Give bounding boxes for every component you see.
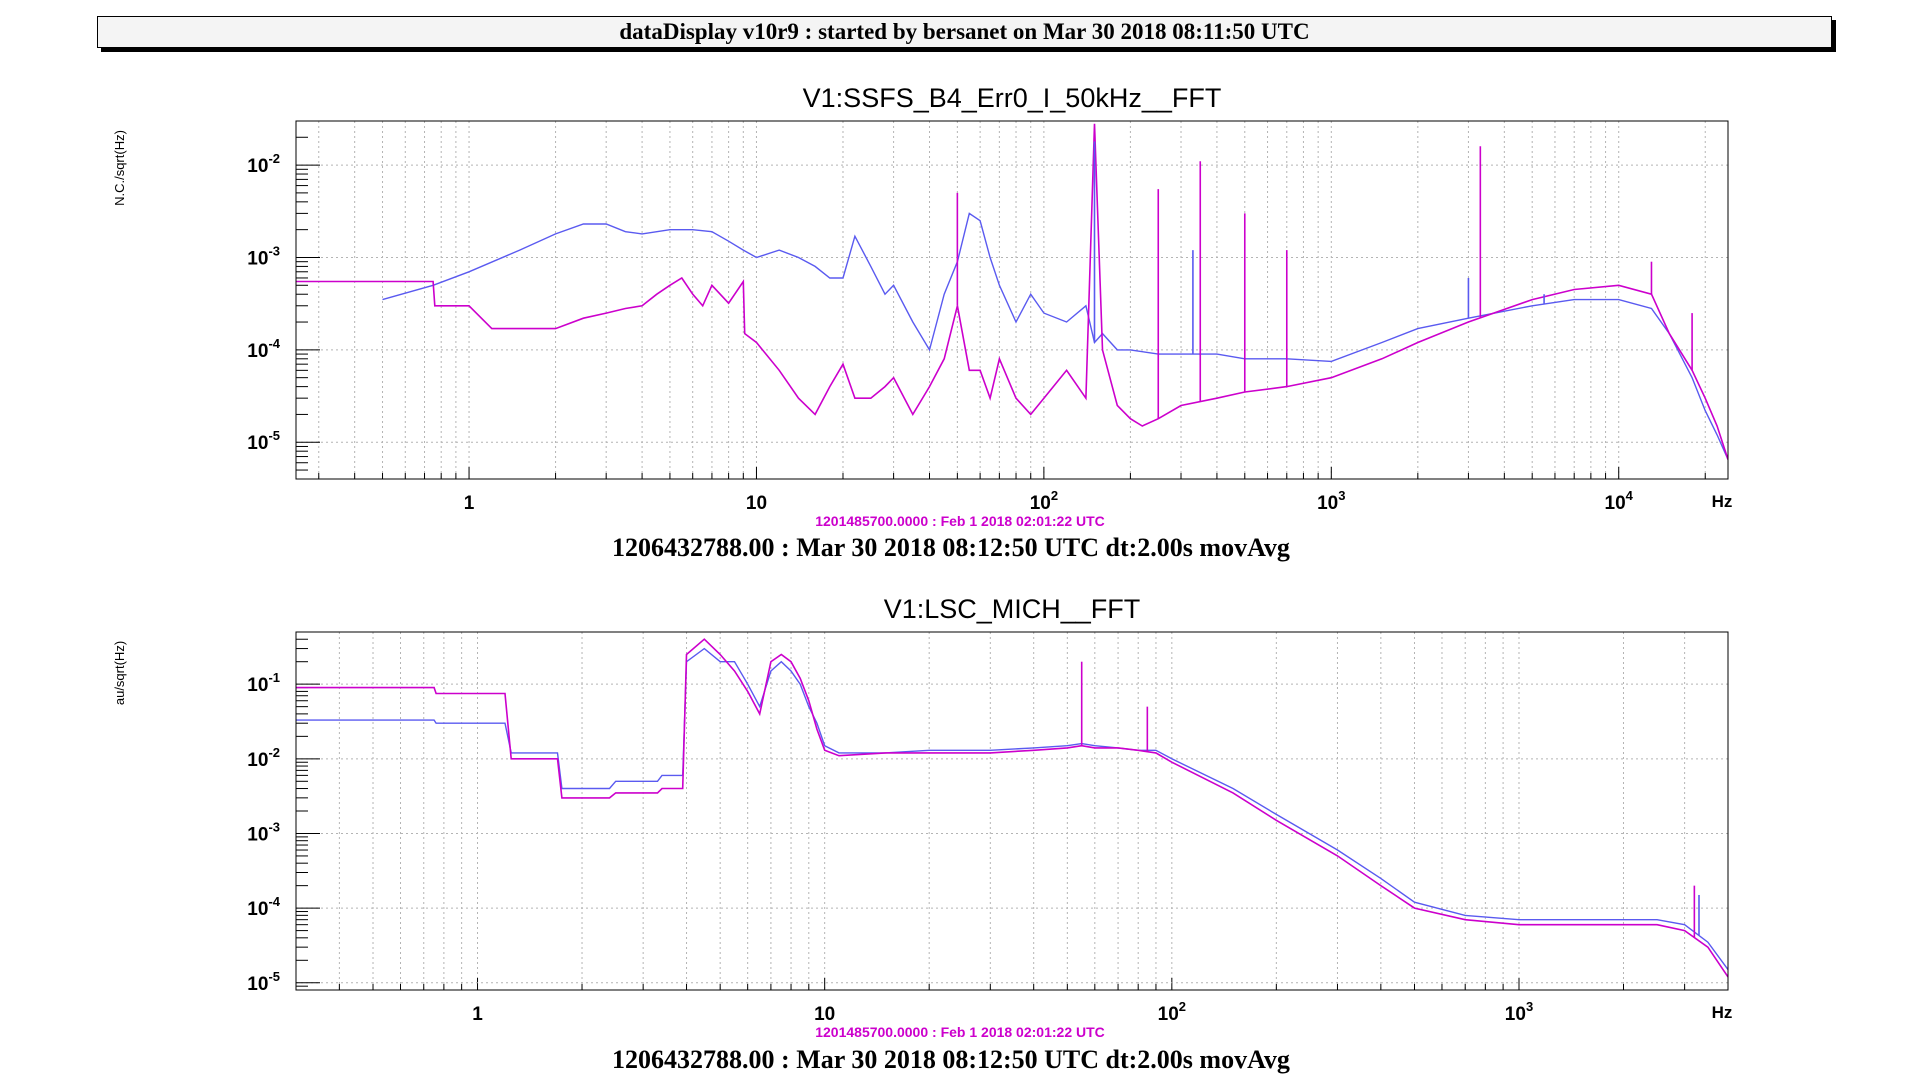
series-current-line [296, 647, 1728, 971]
series-current-line [382, 212, 1728, 460]
x-tick-label: 102 [1030, 488, 1058, 514]
x-tick-label: 104 [1605, 488, 1634, 514]
x-unit-mask [1698, 509, 1748, 523]
plot-time-label: 1206432788.00 : Mar 30 2018 08:12:50 UTC… [612, 533, 1290, 562]
y-tick-label: 10-4 [247, 336, 280, 362]
y-tick-label: 10-3 [247, 243, 280, 269]
x-axis-unit: Hz [1712, 492, 1733, 511]
display-title-bar: dataDisplay v10r9 : started by bersanet … [97, 16, 1832, 48]
plot-data [296, 123, 1728, 460]
plot-frame [295, 631, 1729, 991]
y-tick-label: 10-3 [247, 819, 280, 845]
reference-timestamp: 1201485700.0000 : Feb 1 2018 02:01:22 UT… [815, 513, 1105, 529]
display-title: dataDisplay v10r9 : started by bersanet … [619, 19, 1310, 44]
plot-data [296, 638, 1728, 978]
x-axis-unit: Hz [1712, 1003, 1733, 1022]
x-tick-label: 10 [746, 493, 767, 514]
plot-grid [296, 120, 1728, 480]
plot-time-label: 1206432788.00 : Mar 30 2018 08:12:50 UTC… [612, 1045, 1290, 1074]
plot-area [296, 121, 1728, 479]
y-tick-label: 10-5 [247, 428, 280, 454]
x-tick-label: 1 [464, 493, 475, 514]
plot-area [296, 632, 1728, 990]
x-tick-label: 102 [1158, 999, 1186, 1025]
plot-title: V1:SSFS_B4_Err0_I_50kHz__FFT [803, 83, 1222, 113]
y-tick-label: 10-4 [247, 894, 280, 920]
plot-title: V1:LSC_MICH__FFT [884, 594, 1141, 624]
y-axis-label: N.C./sqrt(Hz) [112, 130, 127, 206]
y-tick-label: 10-2 [247, 151, 280, 177]
x-unit-mask [1698, 1020, 1748, 1034]
x-tick-label: 10 [814, 1004, 835, 1025]
plot-grid [295, 631, 1729, 991]
series-reference-line [296, 123, 1728, 460]
reference-timestamp: 1201485700.0000 : Feb 1 2018 02:01:22 UT… [815, 1024, 1105, 1040]
y-tick-label: 10-1 [247, 670, 280, 696]
y-axis-label: au/sqrt(Hz) [112, 641, 127, 705]
x-tick-label: 1 [472, 1004, 483, 1025]
y-tick-label: 10-5 [247, 969, 280, 995]
y-tick-label: 10-2 [247, 745, 280, 771]
plot-frame [295, 120, 1729, 480]
fft-plot-1: V1:SSFS_B4_Err0_I_50kHz__FFT 1 10 102 103 104… [112, 83, 1732, 562]
series-reference-line [296, 638, 1728, 978]
x-tick-label: 103 [1317, 488, 1345, 514]
x-tick-label: 103 [1505, 999, 1533, 1025]
fft-plot-2: V1:LSC_MICH__FFT 1 10 102 103 10-5 10-4 10-3 10-… [112, 594, 1732, 1074]
